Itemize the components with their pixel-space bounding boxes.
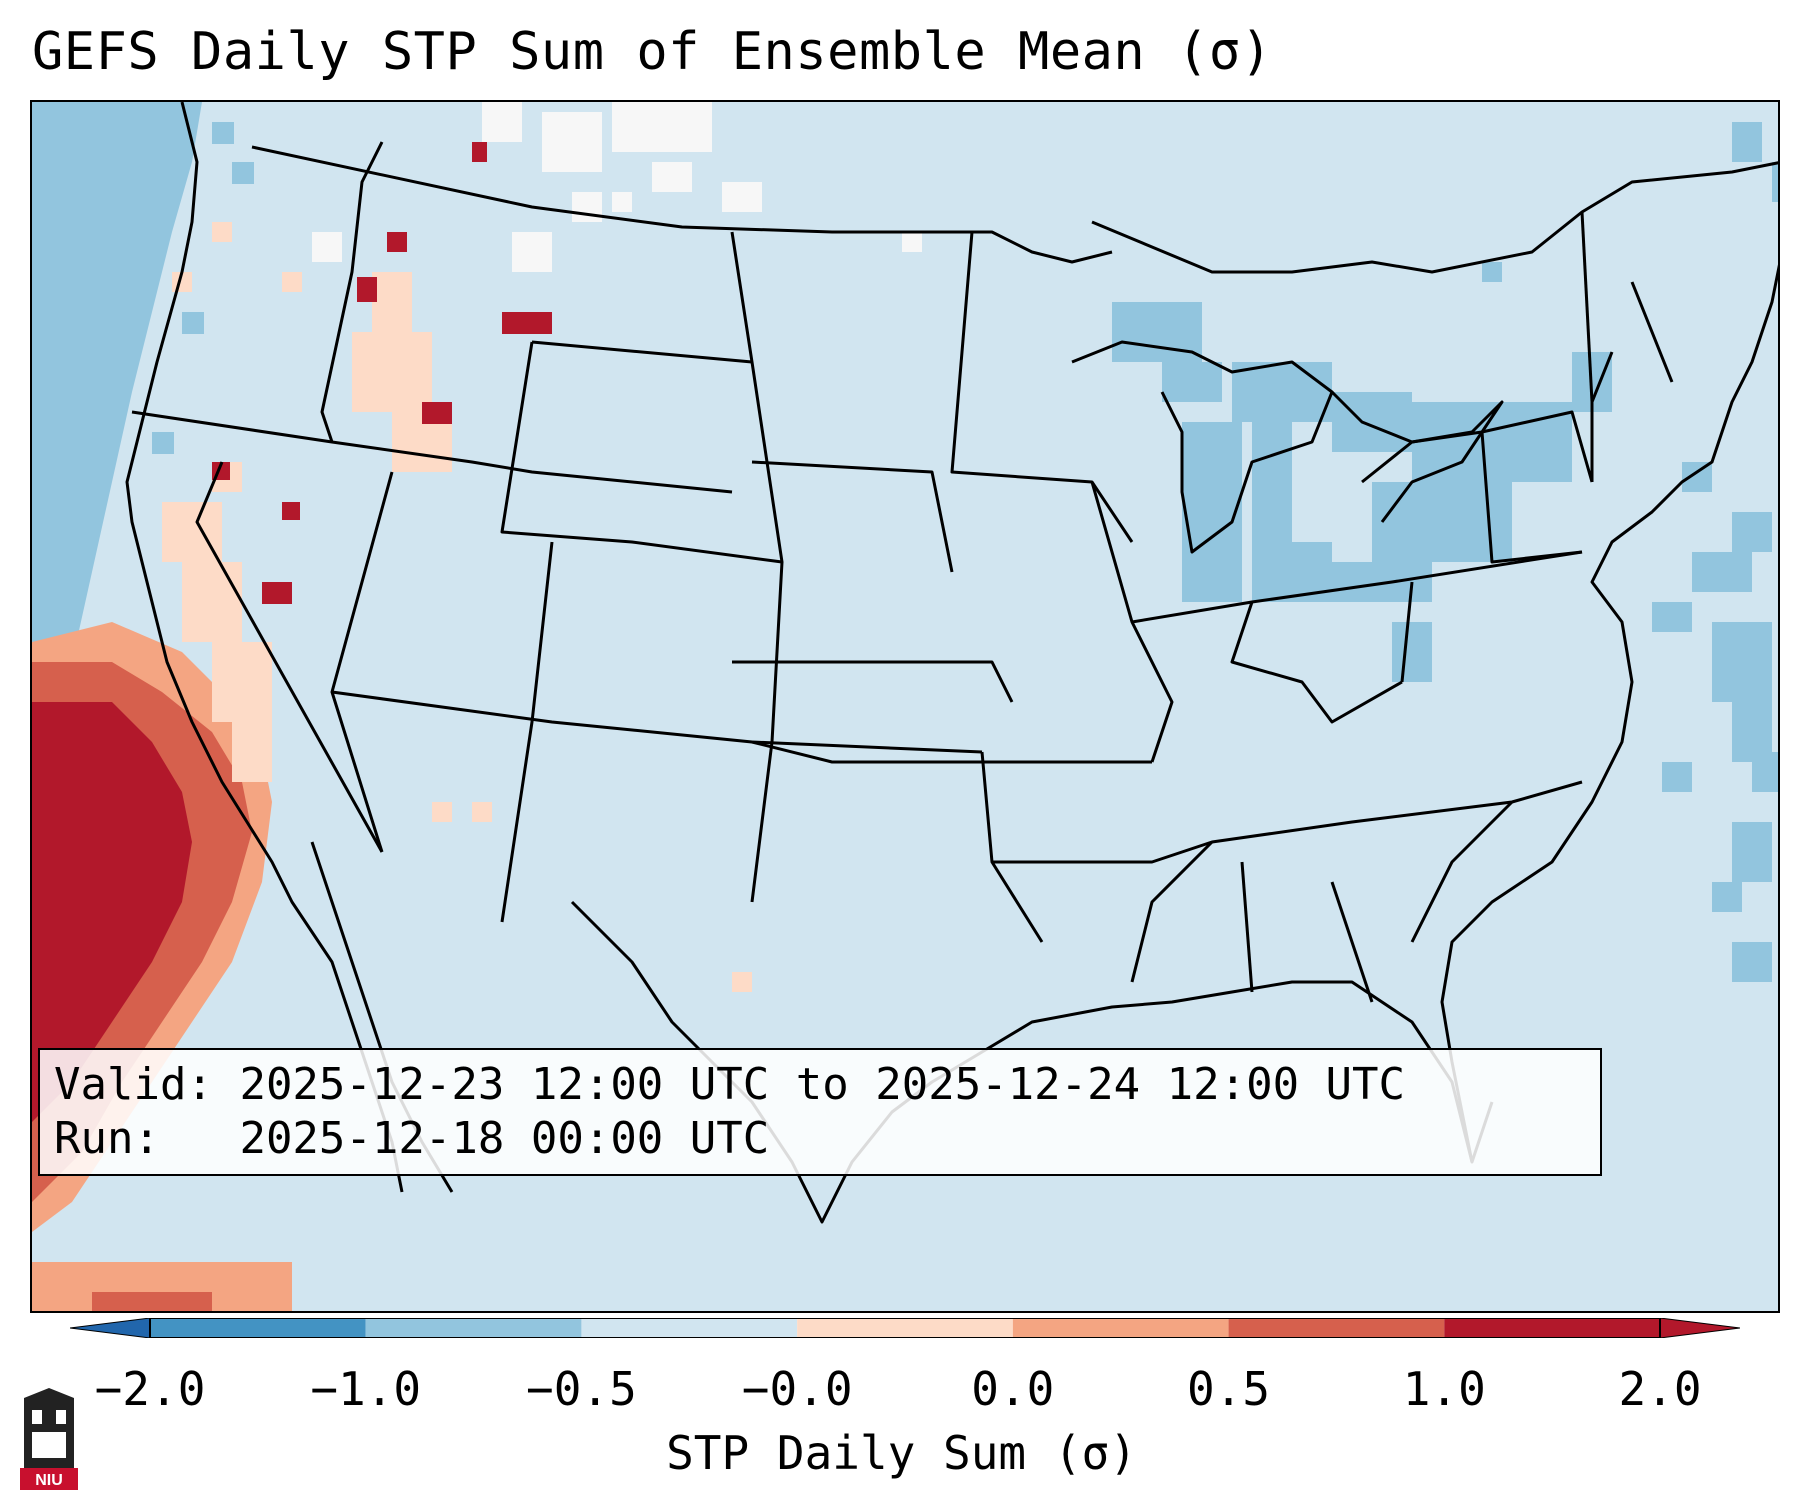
colorbar-tick-label: −1.0 [310,1362,422,1416]
niu-logo: NIU [20,1388,78,1490]
red-scatter [212,142,552,604]
colorbar-segment [1228,1318,1445,1338]
valid-label: Valid: [54,1059,213,1110]
colorbar-segment [150,1318,366,1338]
niu-logo-text: NIU [35,1472,63,1489]
colorbar-tick-label: 0.5 [1187,1362,1271,1416]
pink-scatter [162,222,752,992]
blue-scatter-nw [72,122,254,544]
colorbar [70,1318,1740,1338]
greatlakes-blue-region [1112,302,1612,682]
pacific-blue-region [32,102,202,782]
colorbar-tick-label: 2.0 [1618,1362,1702,1416]
colorbar-segment [365,1318,582,1338]
colorbar-segment [1012,1318,1229,1338]
colorbar-segment [581,1318,798,1338]
colorbar-tick-label: 0.0 [971,1362,1055,1416]
colorbar-segments [150,1318,1660,1338]
colorbar-tick-label: −2.0 [94,1362,206,1416]
atlantic-blue-region [1482,122,1778,982]
run-time: 2025-12-18 00:00 UTC [239,1113,770,1164]
valid-time: 2025-12-23 12:00 UTC to 2025-12-24 12:00… [239,1059,1406,1110]
colorbar-label: STP Daily Sum (σ) [666,1426,1137,1480]
colorbar-segment [1444,1318,1660,1338]
colorbar-tick-label: 1.0 [1402,1362,1486,1416]
run-label: Run: [54,1113,160,1164]
colorbar-tick-label: −0.5 [526,1362,637,1416]
valid-run-info-box: Valid: 2025-12-23 12:00 UTC to 2025-12-2… [38,1048,1602,1176]
colorbar-segment [797,1318,1013,1338]
chart-title: GEFS Daily STP Sum of Ensemble Mean (σ) [32,22,1273,82]
white-scatter [312,102,922,272]
colorbar-extend-low [70,1318,151,1338]
colorbar-extend-high [1659,1318,1740,1338]
colorbar-tick-label: −0.0 [741,1362,853,1416]
